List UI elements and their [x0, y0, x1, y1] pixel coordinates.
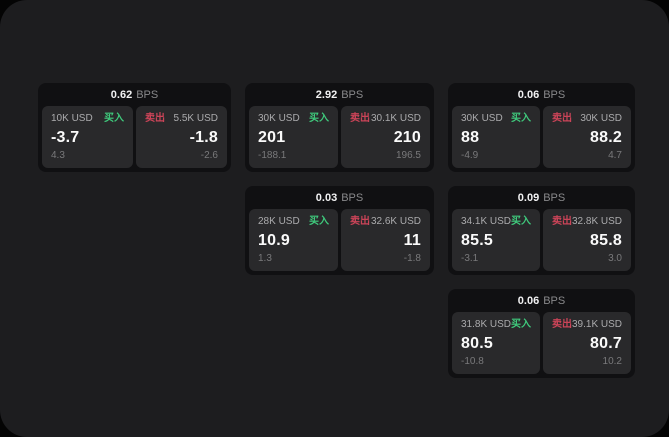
buy-price-tile[interactable]: 10K USD 买入 -3.7 4.3: [42, 106, 133, 168]
sell-tag: 卖出: [145, 113, 165, 124]
price-tiles: 34.1K USD 买入 85.5 -3.1 卖出 32.8K USD 85.8…: [448, 209, 635, 275]
sell-price-value: -1.8: [189, 129, 218, 146]
spread-value: 0.06: [517, 88, 540, 101]
buy-price-tile[interactable]: 30K USD 买入 88 -4.9: [452, 106, 540, 168]
spread-unit: BPS: [136, 88, 159, 101]
buy-price-value: 88: [461, 129, 480, 146]
sell-delta-value: 10.2: [602, 356, 622, 367]
sell-delta-value: -2.6: [200, 150, 218, 161]
spread-unit: BPS: [341, 191, 364, 204]
price-tiles: 30K USD 买入 88 -4.9 卖出 30K USD 88.2 4.7: [448, 106, 635, 172]
spread-unit: BPS: [543, 191, 566, 204]
buy-delta-value: -3.1: [461, 253, 479, 264]
quote-card: 0.06 BPS 30K USD 买入 88 -4.9 卖出 30K USD 8…: [448, 83, 635, 172]
spread-header: 0.06 BPS: [448, 83, 635, 106]
spread-value: 0.06: [517, 294, 540, 307]
buy-price-tile[interactable]: 31.8K USD 买入 80.5 -10.8: [452, 312, 540, 374]
buy-price-value: 10.9: [258, 232, 290, 249]
buy-tag: 买入: [104, 113, 124, 124]
sell-price-tile[interactable]: 卖出 32.6K USD 11 -1.8: [341, 209, 430, 271]
buy-tag: 买入: [511, 216, 532, 227]
sell-price-value: 85.8: [590, 232, 622, 249]
spread-header: 2.92 BPS: [245, 83, 434, 106]
buy-delta-value: -10.8: [461, 356, 484, 367]
quote-card: 0.06 BPS 31.8K USD 买入 80.5 -10.8 卖出 39.1…: [448, 289, 635, 378]
sell-notional-label: 39.1K USD: [571, 319, 623, 330]
sell-delta-value: 196.5: [395, 150, 421, 161]
sell-notional-label: 32.6K USD: [370, 216, 421, 227]
sell-tag: 卖出: [552, 216, 572, 227]
spread-value: 0.03: [315, 191, 338, 204]
buy-notional-label: 30K USD: [461, 113, 503, 124]
buy-price-value: 85.5: [461, 232, 493, 249]
spread-value: 0.62: [110, 88, 133, 101]
price-tiles: 10K USD 买入 -3.7 4.3 卖出 5.5K USD -1.8 -2.…: [38, 106, 231, 172]
sell-delta-value: 4.7: [608, 150, 622, 161]
sell-notional-label: 32.8K USD: [571, 216, 623, 227]
spread-header: 0.03 BPS: [245, 186, 434, 209]
spread-unit: BPS: [543, 88, 566, 101]
sell-delta-value: -1.8: [403, 253, 421, 264]
sell-notional-label: 30.1K USD: [370, 113, 421, 124]
price-tiles: 30K USD 买入 201 -188.1 卖出 30.1K USD 210 1…: [245, 106, 434, 172]
quote-card: 0.03 BPS 28K USD 买入 10.9 1.3 卖出 32.6K US…: [245, 186, 434, 275]
buy-price-value: 80.5: [461, 335, 493, 352]
sell-price-tile[interactable]: 卖出 30K USD 88.2 4.7: [543, 106, 631, 168]
sell-tag: 卖出: [350, 113, 370, 124]
buy-delta-value: 1.3: [258, 253, 272, 264]
buy-notional-label: 30K USD: [258, 113, 300, 124]
sell-price-value: 11: [403, 232, 421, 249]
sell-price-value: 80.7: [590, 335, 622, 352]
spread-header: 0.62 BPS: [38, 83, 231, 106]
buy-price-tile[interactable]: 30K USD 买入 201 -188.1: [249, 106, 338, 168]
price-tiles: 28K USD 买入 10.9 1.3 卖出 32.6K USD 11 -1.8: [245, 209, 434, 275]
buy-notional-label: 34.1K USD: [461, 216, 512, 227]
sell-delta-value: 3.0: [608, 253, 622, 264]
buy-notional-label: 31.8K USD: [461, 319, 512, 330]
price-tiles: 31.8K USD 买入 80.5 -10.8 卖出 39.1K USD 80.…: [448, 312, 635, 378]
spread-header: 0.06 BPS: [448, 289, 635, 312]
buy-price-tile[interactable]: 28K USD 买入 10.9 1.3: [249, 209, 338, 271]
buy-delta-value: -188.1: [258, 150, 287, 161]
sell-price-tile[interactable]: 卖出 39.1K USD 80.7 10.2: [543, 312, 631, 374]
spread-value: 2.92: [315, 88, 338, 101]
sell-tag: 卖出: [350, 216, 370, 227]
buy-notional-label: 10K USD: [51, 113, 93, 124]
sell-notional-label: 30K USD: [580, 113, 622, 124]
spread-unit: BPS: [543, 294, 566, 307]
quote-card: 0.09 BPS 34.1K USD 买入 85.5 -3.1 卖出 32.8K…: [448, 186, 635, 275]
buy-delta-value: 4.3: [51, 150, 65, 161]
buy-tag: 买入: [309, 113, 329, 124]
buy-tag: 买入: [511, 113, 531, 124]
spread-unit: BPS: [341, 88, 364, 101]
buy-price-value: -3.7: [51, 129, 80, 146]
sell-tag: 卖出: [552, 113, 572, 124]
buy-tag: 买入: [511, 319, 532, 330]
buy-delta-value: -4.9: [461, 150, 479, 161]
buy-notional-label: 28K USD: [258, 216, 300, 227]
sell-price-tile[interactable]: 卖出 5.5K USD -1.8 -2.6: [136, 106, 227, 168]
sell-tag: 卖出: [552, 319, 572, 330]
spread-value: 0.09: [517, 191, 540, 204]
sell-price-tile[interactable]: 卖出 30.1K USD 210 196.5: [341, 106, 430, 168]
buy-price-value: 201: [258, 129, 286, 146]
sell-price-tile[interactable]: 卖出 32.8K USD 85.8 3.0: [543, 209, 631, 271]
sell-price-value: 210: [393, 129, 421, 146]
buy-price-tile[interactable]: 34.1K USD 买入 85.5 -3.1: [452, 209, 540, 271]
sell-price-value: 88.2: [590, 129, 622, 146]
buy-tag: 买入: [309, 216, 329, 227]
spread-header: 0.09 BPS: [448, 186, 635, 209]
quote-card: 2.92 BPS 30K USD 买入 201 -188.1 卖出 30.1K …: [245, 83, 434, 172]
quote-card: 0.62 BPS 10K USD 买入 -3.7 4.3 卖出 5.5K USD…: [38, 83, 231, 172]
sell-notional-label: 5.5K USD: [173, 113, 218, 124]
